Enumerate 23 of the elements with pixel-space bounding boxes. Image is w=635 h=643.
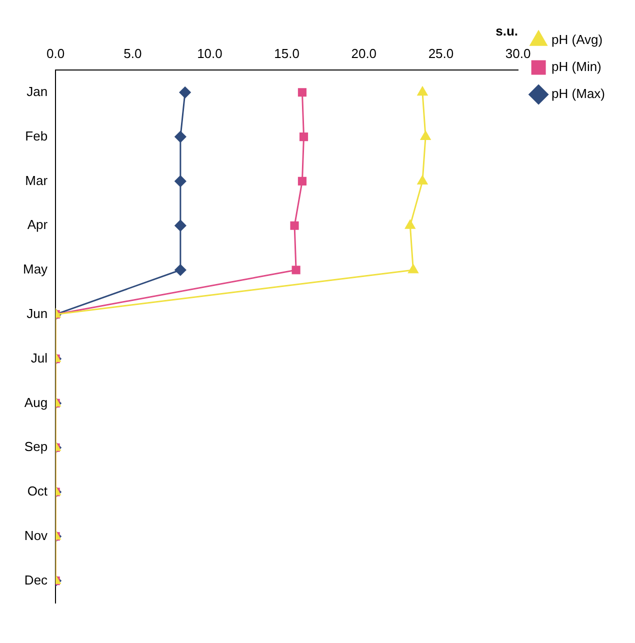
y-tick-label: Apr xyxy=(27,217,48,232)
x-tick-label: 5.0 xyxy=(124,46,142,61)
y-tick-label: Mar xyxy=(25,172,48,188)
legend-label: pH (Max) xyxy=(552,86,606,102)
y-tick-label: Jul xyxy=(30,350,48,366)
x-tick-label: 0.0 xyxy=(46,46,65,61)
y-tick-label: Dec xyxy=(24,572,48,588)
y-tick-label: Jan xyxy=(26,84,48,99)
y-tick-label: Sep xyxy=(24,439,48,454)
y-tick-label: May xyxy=(22,262,48,277)
x-tick-label: 20.0 xyxy=(351,46,377,61)
y-tick-label: Nov xyxy=(24,528,48,543)
y-tick-label: Oct xyxy=(27,484,48,499)
x-tick-label: 15.0 xyxy=(274,46,300,61)
x-tick-label: 30.0 xyxy=(505,46,531,61)
x-tick-label: 25.0 xyxy=(428,46,454,61)
y-tick-label: Aug xyxy=(24,394,48,410)
legend-label: pH (Min) xyxy=(552,59,602,74)
x-tick-label: 10.0 xyxy=(197,46,222,61)
legend-label: pH (Avg) xyxy=(552,32,603,48)
y-tick-label: Feb xyxy=(25,128,48,144)
x-axis-title: s.u. xyxy=(496,23,518,38)
y-tick-label: Jun xyxy=(26,306,48,321)
